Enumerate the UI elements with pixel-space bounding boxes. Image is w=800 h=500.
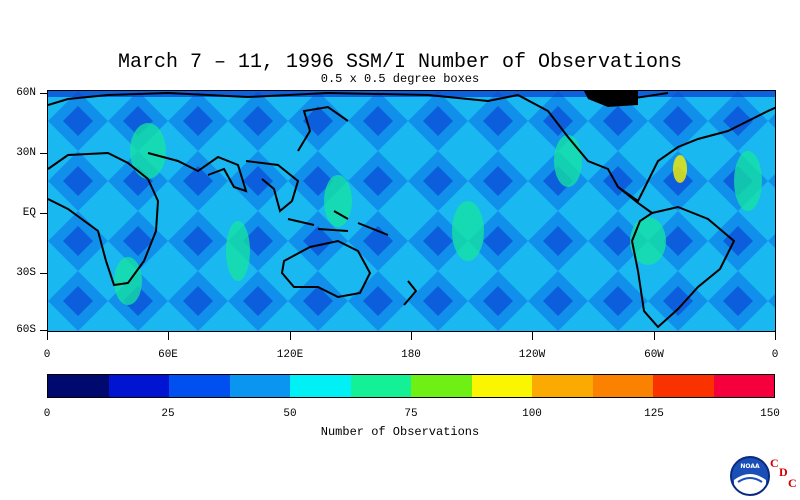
lat-label-30s: 30S (16, 267, 36, 279)
lon-label-120e: 120E (276, 349, 304, 361)
lat-label-60n: 60N (16, 87, 36, 99)
lon-label-0-end: 0 (771, 349, 779, 361)
cdc-letter-c2: C (788, 476, 797, 490)
colorbar-segment-3 (229, 375, 290, 397)
colorbar-tick-label: 0 (43, 408, 51, 420)
cdc-letter-d: D (779, 465, 788, 479)
lat-tick (40, 330, 47, 331)
continent-outlines (48, 91, 775, 329)
colorbar-segment-5 (350, 375, 411, 397)
lat-tick (40, 153, 47, 154)
colorbar-segment-8 (532, 375, 593, 397)
noaa-logo-text: NOAA (740, 463, 760, 470)
colorbar-segment-2 (169, 375, 230, 397)
lon-label-0: 0 (43, 349, 51, 361)
lon-label-60w: 60W (644, 349, 664, 361)
lon-tick (654, 332, 655, 340)
colorbar-tick-label: 25 (161, 408, 175, 420)
cdc-letter-c1: C (770, 456, 779, 470)
observation-map (47, 90, 776, 332)
colorbar-segment-6 (411, 375, 472, 397)
lon-tick (775, 332, 776, 340)
colorbar-segment-1 (108, 375, 169, 397)
colorbar-title: Number of Observations (320, 425, 480, 439)
colorbar-tick-label: 50 (283, 408, 297, 420)
lon-tick (411, 332, 412, 340)
lat-tick (40, 93, 47, 94)
colorbar-segment-0 (48, 375, 109, 397)
lon-tick (290, 332, 291, 340)
colorbar-segment-9 (592, 375, 653, 397)
noaa-bird-icon (734, 474, 766, 494)
map-subtitle: 0.5 x 0.5 degree boxes (320, 72, 480, 86)
colorbar-segment-7 (471, 375, 532, 397)
lon-label-180: 180 (401, 349, 421, 361)
colorbar-segment-4 (290, 375, 351, 397)
colorbar-tick-label: 150 (760, 408, 780, 420)
lon-label-60e: 60E (158, 349, 178, 361)
lat-tick (40, 273, 47, 274)
high-observation-bands (114, 123, 762, 305)
observation-map-svg (48, 91, 775, 331)
lon-label-120w: 120W (518, 349, 546, 361)
colorbar-tick-label: 75 (404, 408, 418, 420)
colorbar-segment-10 (653, 375, 714, 397)
lat-tick (40, 213, 47, 214)
lat-label-30n: 30N (16, 147, 36, 159)
colorbar-tick-label: 100 (522, 408, 542, 420)
lat-label-60s: 60S (16, 324, 36, 336)
noaa-logo[interactable]: NOAA (730, 456, 770, 496)
colorbar-segment-11 (713, 375, 774, 397)
lat-label-eq: EQ (22, 207, 36, 219)
arctic-landmass (584, 91, 638, 107)
colorbar-tick-label: 125 (644, 408, 664, 420)
colorbar (47, 374, 775, 398)
lon-tick (168, 332, 169, 340)
lon-tick (532, 332, 533, 340)
lon-tick (47, 332, 48, 340)
map-title: March 7 – 11, 1996 SSM/I Number of Obser… (117, 51, 683, 74)
